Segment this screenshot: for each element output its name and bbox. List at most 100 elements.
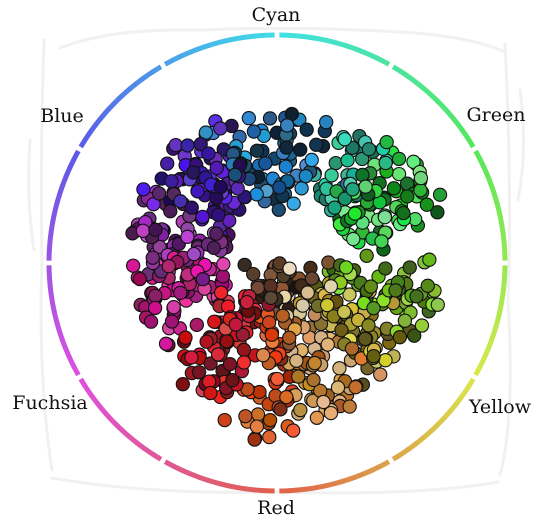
wheel-arc-52 bbox=[442, 408, 454, 420]
data-point-magenta-pink bbox=[189, 317, 204, 332]
data-point-magenta-pink bbox=[147, 300, 163, 316]
data-point-dark-center bbox=[246, 266, 261, 282]
wheel-arc-60 bbox=[378, 459, 391, 469]
wheel-arc-114 bbox=[54, 193, 62, 205]
data-point-purple-magenta bbox=[180, 229, 195, 244]
wheel-arc-123 bbox=[94, 113, 106, 125]
wheel-arc-57 bbox=[407, 441, 419, 452]
data-point-red-crimson bbox=[235, 327, 250, 342]
data-point-olive-yellow bbox=[337, 304, 352, 320]
data-point-dark-center bbox=[304, 271, 320, 286]
wheel-arc-85 bbox=[142, 446, 155, 457]
wheel-arc-45 bbox=[481, 348, 491, 360]
wheel-arc-29 bbox=[492, 194, 500, 206]
wheel-arc-19 bbox=[442, 106, 454, 118]
wheel-arc-75 bbox=[235, 484, 247, 492]
hue-labels: Cyan Green Yellow Red Fuchsia Blue bbox=[12, 4, 531, 519]
wheel-arc-109 bbox=[46, 240, 53, 252]
data-point-olive-yellow bbox=[334, 323, 349, 338]
data-point-orange-tan bbox=[348, 380, 363, 395]
wheel-arc-111 bbox=[48, 221, 56, 233]
wheel-arc-80 bbox=[189, 471, 201, 480]
data-point-green bbox=[413, 170, 429, 186]
data-point-red-crimson bbox=[228, 317, 243, 332]
data-point-red-orange bbox=[262, 412, 278, 428]
data-point-green bbox=[379, 134, 394, 150]
wheel-arc-136 bbox=[198, 42, 211, 51]
wheel-arc-51 bbox=[448, 401, 460, 413]
wheel-arc-103 bbox=[50, 302, 57, 314]
data-point-magenta-pink bbox=[158, 336, 174, 351]
data-point-dark-center bbox=[263, 278, 278, 293]
data-point-yellow-green bbox=[388, 283, 403, 298]
data-point-teal-green bbox=[337, 132, 352, 147]
data-point-olive-yellow bbox=[320, 297, 335, 313]
wheel-arc-5 bbox=[326, 38, 338, 46]
data-point-yellow-green bbox=[366, 300, 381, 316]
data-point-red-crimson bbox=[207, 314, 222, 329]
data-point-green bbox=[413, 183, 428, 198]
data-point-teal-green bbox=[345, 182, 360, 197]
data-point-orange-tan bbox=[306, 372, 321, 388]
data-point-red-crimson bbox=[210, 347, 226, 362]
data-point-olive-yellow bbox=[366, 349, 381, 364]
hue-wheel-ring bbox=[46, 32, 508, 494]
wheel-arc-120 bbox=[78, 136, 89, 149]
data-point-blue-purple bbox=[184, 200, 199, 215]
background-sketch bbox=[27, 26, 526, 495]
wheel-arc-81 bbox=[180, 467, 192, 477]
wheel-arc-140 bbox=[236, 34, 247, 42]
data-point-red-crimson bbox=[213, 285, 229, 300]
wheel-arc-27 bbox=[485, 175, 495, 188]
wheel-arc-3 bbox=[307, 34, 319, 42]
data-point-red-crimson bbox=[175, 377, 190, 392]
data-point-yellow-green bbox=[407, 328, 422, 343]
data-point-green bbox=[400, 189, 415, 204]
wheel-arc-48 bbox=[465, 377, 476, 390]
data-point-purple-magenta bbox=[135, 223, 151, 238]
wheel-arc-28 bbox=[489, 184, 498, 197]
label-blue: Blue bbox=[40, 105, 84, 127]
data-point-magenta-pink bbox=[143, 314, 159, 329]
wheel-arc-20 bbox=[449, 114, 460, 126]
wheel-arc-119 bbox=[71, 149, 81, 161]
data-point-orange-tan bbox=[373, 367, 388, 382]
wheel-arc-41 bbox=[494, 312, 502, 324]
data-point-blue-purple bbox=[136, 182, 151, 197]
data-point-magenta-pink bbox=[164, 314, 180, 329]
data-point-red-orange bbox=[247, 432, 262, 447]
data-point-purple-magenta bbox=[186, 246, 202, 262]
wheel-arc-7 bbox=[344, 43, 356, 52]
wheel-arc-31 bbox=[497, 212, 504, 224]
data-point-dark-center bbox=[263, 290, 278, 306]
data-point-red-crimson bbox=[178, 330, 193, 345]
data-point-magenta-pink bbox=[126, 258, 141, 273]
wheel-arc-86 bbox=[135, 440, 147, 451]
data-point-blue-purple bbox=[230, 181, 245, 196]
data-point-cyan-dark bbox=[249, 187, 264, 202]
data-point-cyan-dark bbox=[262, 111, 278, 126]
wheel-arc-30 bbox=[494, 203, 503, 215]
data-point-green bbox=[396, 205, 411, 221]
wheel-arc-125 bbox=[107, 99, 118, 111]
wheel-arc-92 bbox=[94, 400, 105, 412]
data-point-cyan-dark bbox=[279, 140, 294, 155]
wheel-arc-110 bbox=[47, 231, 54, 242]
wheel-arc-49 bbox=[460, 385, 471, 398]
wheel-arc-89 bbox=[113, 422, 125, 433]
data-point-yellow-green bbox=[420, 278, 435, 293]
data-point-red-orange bbox=[270, 371, 285, 387]
data-point-teal-green bbox=[354, 151, 370, 167]
data-point-purple-magenta bbox=[151, 186, 167, 201]
wheel-arc-68 bbox=[307, 484, 318, 492]
data-point-blue-purple bbox=[164, 174, 179, 189]
wheel-arc-96 bbox=[71, 364, 81, 377]
wheel-arc-43 bbox=[488, 330, 497, 342]
wheel-arc-101 bbox=[54, 320, 62, 332]
wheel-arc-116 bbox=[60, 175, 69, 187]
wheel-arc-13 bbox=[399, 69, 412, 80]
data-point-magenta-pink bbox=[216, 257, 231, 272]
wheel-arc-42 bbox=[492, 321, 500, 333]
data-point-red-crimson bbox=[191, 365, 207, 380]
wheel-arc-141 bbox=[245, 33, 257, 40]
